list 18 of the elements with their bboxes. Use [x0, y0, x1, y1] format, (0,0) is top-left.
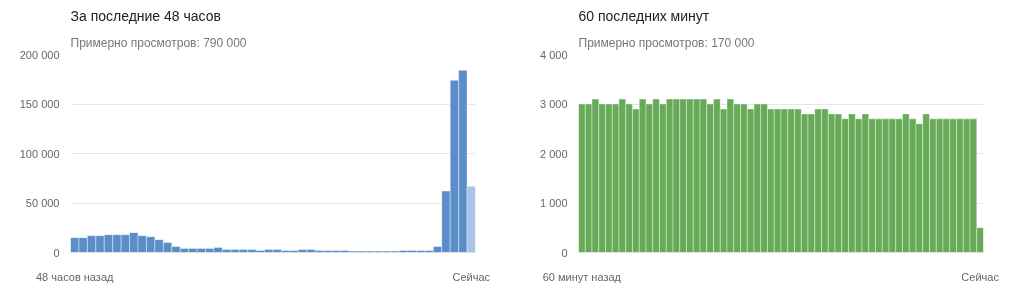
- y-tick-label: 200 000: [19, 48, 60, 61]
- x-tick-label: Сейчас: [452, 270, 491, 283]
- chart-title: 60 последних минут: [578, 7, 710, 24]
- y-tick-label: 4 000: [539, 48, 568, 61]
- chart-title: За последние 48 часов: [70, 7, 221, 24]
- y-tick-label: 150 000: [19, 98, 60, 110]
- x-tick-label: 48 часов назад: [36, 270, 115, 283]
- y-tick-label: 2 000: [539, 147, 568, 160]
- chart-subtitle: Примерно просмотров: 790 000: [70, 35, 247, 50]
- x-tick-label: Сейчас: [961, 270, 1000, 283]
- y-tick-label: 0: [561, 246, 568, 259]
- y-tick-label: 50 000: [25, 197, 60, 209]
- y-tick-label: 3 000: [539, 98, 568, 110]
- y-tick-label: 1 000: [539, 197, 568, 209]
- chart-subtitle: Примерно просмотров: 170 000: [578, 35, 755, 50]
- y-tick-label: 100 000: [19, 147, 60, 160]
- x-tick-label: 60 минут назад: [542, 270, 622, 283]
- y-tick-label: 0: [53, 246, 60, 259]
